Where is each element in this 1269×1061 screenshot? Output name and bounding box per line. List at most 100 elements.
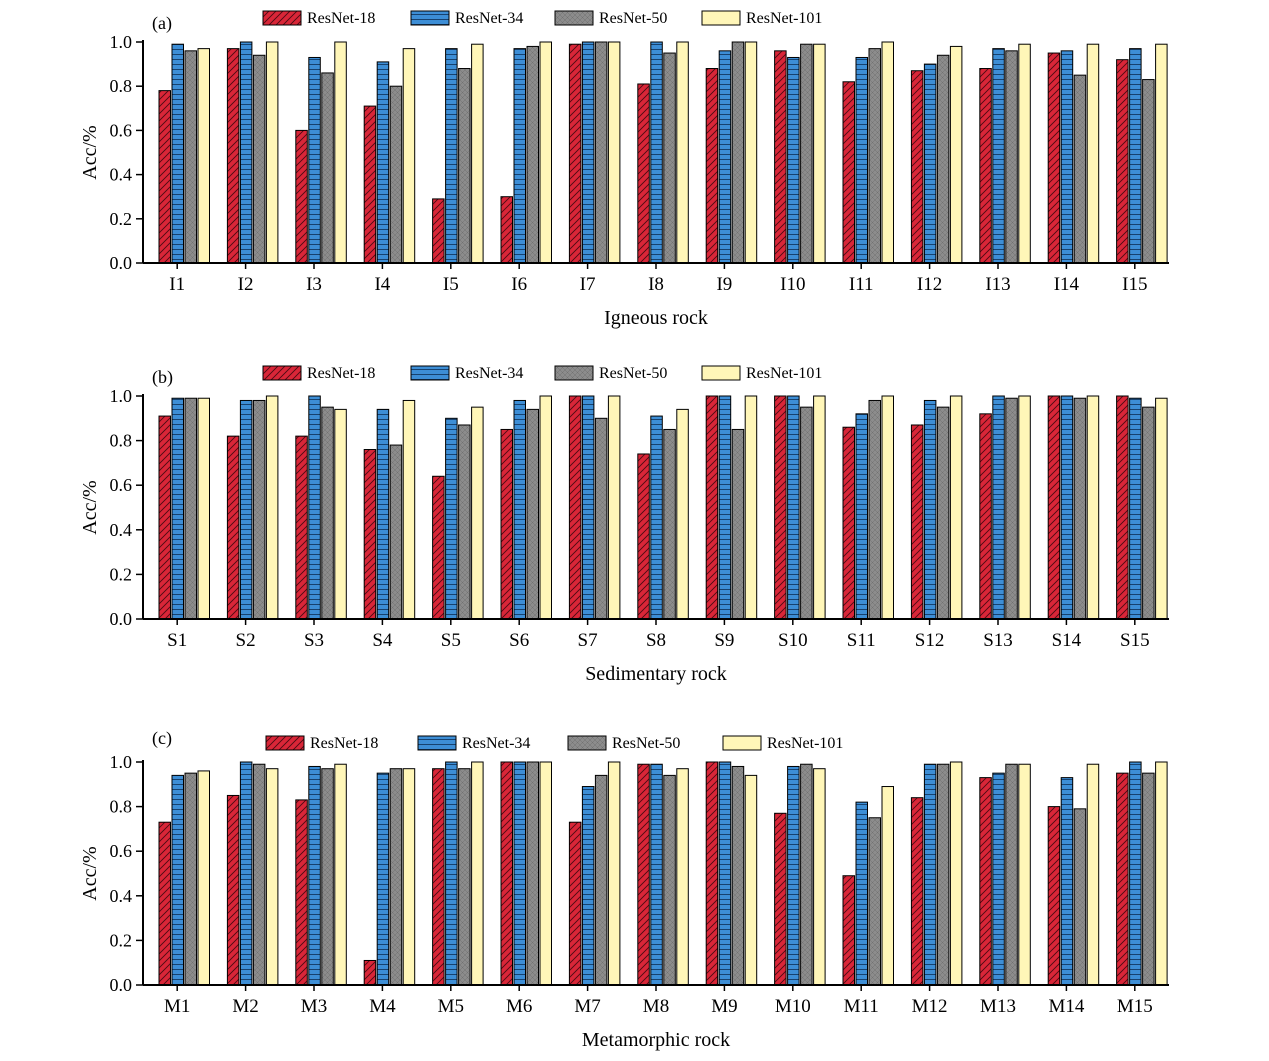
- legend-swatch-resnet-18: [262, 365, 302, 381]
- x-tick-label: M6: [506, 996, 532, 1017]
- x-tick-label: M5: [438, 996, 464, 1017]
- legend: ResNet-18 ResNet-34 ResNet-50 ResNet-101: [262, 365, 822, 382]
- x-tick-label: I2: [238, 274, 254, 295]
- x-axis-title: Igneous rock: [604, 307, 708, 329]
- x-tick-label: I6: [511, 274, 527, 295]
- x-tick-label: M7: [574, 996, 600, 1017]
- bar-resnet-18-i7: [568, 43, 582, 264]
- legend: ResNet-18 ResNet-34 ResNet-50 ResNet-101: [262, 10, 822, 27]
- x-tick-label: I14: [1054, 274, 1080, 295]
- bar-resnet-18-m12: [910, 797, 924, 986]
- x-tick-label: S4: [372, 630, 393, 651]
- bar-resnet-101-i4: [402, 48, 416, 264]
- bar-resnet-50-m13: [1005, 763, 1018, 986]
- x-tick-label: S10: [778, 630, 808, 651]
- bar-resnet-18-s5: [432, 475, 445, 620]
- legend-swatch-resnet-18: [265, 735, 305, 751]
- x-tick-label: I4: [374, 274, 390, 295]
- bar-resnet-34-i7: [581, 41, 595, 264]
- x-tick-label: M11: [844, 996, 879, 1017]
- x-axis-title: Metamorphic rock: [582, 1029, 730, 1051]
- bar-resnet-101-m5: [471, 761, 484, 986]
- bar-resnet-101-m13: [1018, 763, 1031, 986]
- x-tick-label: S13: [983, 630, 1013, 651]
- bar-resnet-18-s1: [158, 415, 171, 620]
- bar-resnet-101-s13: [1018, 395, 1031, 620]
- bar-resnet-50-m11: [868, 817, 881, 986]
- bar-resnet-18-i12: [910, 70, 924, 264]
- bar-resnet-50-s8: [663, 428, 676, 620]
- bar-resnet-34-m11: [855, 801, 868, 986]
- y-tick-label: 0.8: [110, 76, 133, 96]
- panel-label: (b): [152, 367, 173, 388]
- bar-resnet-18-s4: [363, 449, 377, 620]
- bar-resnet-50-m7: [594, 774, 608, 986]
- bar-resnet-101-i9: [744, 41, 758, 264]
- bar-resnet-50-m3: [321, 768, 334, 986]
- bar-resnet-18-i6: [500, 196, 513, 264]
- x-tick-label: S12: [915, 630, 945, 651]
- x-tick-label: M10: [775, 996, 811, 1017]
- bar-resnet-50-i15: [1142, 79, 1155, 264]
- bar-resnet-101-s8: [676, 408, 689, 620]
- x-tick-label: I15: [1122, 274, 1147, 295]
- bar-resnet-18-i15: [1116, 59, 1129, 264]
- bar-resnet-34-m15: [1129, 761, 1142, 986]
- y-axis-title: Acc/%: [79, 480, 101, 534]
- y-axis-title: Acc/%: [79, 125, 101, 179]
- bar-resnet-101-i10: [813, 43, 826, 264]
- bar-resnet-34-i1: [171, 43, 184, 264]
- bar-resnet-101-s2: [265, 395, 279, 620]
- bar-resnet-50-m6: [526, 761, 539, 986]
- bar-resnet-34-s14: [1060, 395, 1074, 620]
- bar-resnet-34-i10: [787, 56, 800, 264]
- y-tick-label: 1.0: [110, 386, 133, 406]
- bar-resnet-50-i2: [252, 54, 266, 264]
- bar-resnet-34-m14: [1060, 777, 1074, 986]
- legend-swatch-resnet-34: [410, 365, 450, 381]
- x-tick-label: M9: [711, 996, 737, 1017]
- bar-resnet-34-i14: [1060, 50, 1074, 264]
- bar-resnet-101-i15: [1155, 43, 1168, 264]
- bar-resnet-18-m5: [432, 768, 445, 986]
- bar-resnet-18-s13: [979, 413, 992, 620]
- bar-resnet-101-s15: [1155, 397, 1168, 620]
- legend-label-resnet-34: ResNet-34: [455, 365, 523, 382]
- bar-resnet-18-s12: [910, 424, 924, 620]
- bar-resnet-50-i1: [184, 50, 197, 264]
- bar-resnet-101-m2: [265, 768, 279, 986]
- bar-resnet-34-m7: [581, 786, 595, 986]
- legend-swatch-resnet-101: [701, 365, 741, 381]
- bar-resnet-50-i3: [321, 72, 334, 264]
- x-tick-label: M13: [980, 996, 1016, 1017]
- bar-resnet-34-s13: [992, 395, 1005, 620]
- bar-resnet-50-s15: [1142, 406, 1155, 620]
- bar-resnet-18-m13: [979, 777, 992, 986]
- bar-resnet-101-m4: [402, 768, 416, 986]
- legend-swatch-resnet-34: [417, 735, 457, 751]
- bar-resnet-101-s11: [881, 395, 894, 620]
- bar-resnet-50-s9: [731, 428, 745, 620]
- bar-resnet-50-s6: [526, 408, 539, 620]
- bar-resnet-34-i12: [923, 63, 937, 264]
- bar-resnet-18-s15: [1116, 395, 1129, 620]
- bar-resnet-34-i4: [376, 61, 390, 264]
- bar-resnet-50-m14: [1073, 808, 1087, 986]
- legend-swatch-resnet-50: [554, 365, 594, 381]
- legend-swatch-resnet-18: [262, 10, 302, 26]
- bar-resnet-34-m9: [718, 761, 732, 986]
- legend-swatch-resnet-50: [567, 735, 607, 751]
- bar-resnet-34-m12: [923, 763, 937, 986]
- bar-resnet-34-i13: [992, 48, 1005, 264]
- x-tick-label: I8: [648, 274, 664, 295]
- bar-resnet-34-s15: [1129, 397, 1142, 620]
- x-tick-label: M4: [369, 996, 396, 1017]
- bar-resnet-101-i6: [539, 41, 552, 264]
- bar-resnet-34-i5: [445, 48, 458, 264]
- bar-resnet-34-m1: [171, 774, 184, 986]
- bar-resnet-50-m1: [184, 772, 197, 986]
- bar-resnet-50-i8: [663, 52, 676, 264]
- bar-resnet-50-i6: [526, 45, 539, 264]
- bar-resnet-101-i5: [471, 43, 484, 264]
- legend-swatch-resnet-50: [554, 10, 594, 26]
